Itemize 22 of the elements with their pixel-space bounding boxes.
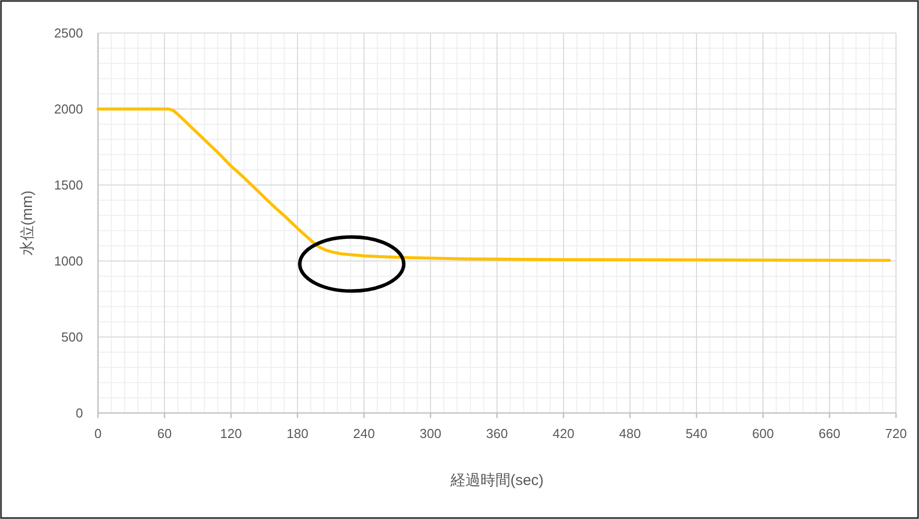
x-tick-label: 120 [220,426,242,441]
x-tick-label: 300 [420,426,442,441]
line-series [96,108,891,262]
x-tick-label: 720 [885,426,907,441]
y-tick-label: 0 [76,406,83,421]
x-tick-label: 0 [94,426,102,441]
x-axis-title: 経過時間(sec) [449,472,544,489]
y-axis-title: 水位(mm) [19,190,36,256]
y-tick-label: 1000 [54,254,83,269]
x-tick-label: 60 [157,426,172,441]
y-tick-label: 500 [61,330,83,345]
x-tick-label: 360 [486,426,508,441]
y-tick-label: 2000 [54,102,83,117]
x-tick-label: 480 [619,426,641,441]
x-tick-label: 180 [286,426,308,441]
x-tick-label: 240 [353,426,375,441]
y-tick-label: 1500 [54,178,83,193]
y-tick-label: 2500 [54,26,83,41]
x-tick-label: 540 [686,426,708,441]
x-tick-label: 600 [752,426,774,441]
x-tick-label: 660 [818,426,840,441]
x-tick-label: 420 [552,426,574,441]
